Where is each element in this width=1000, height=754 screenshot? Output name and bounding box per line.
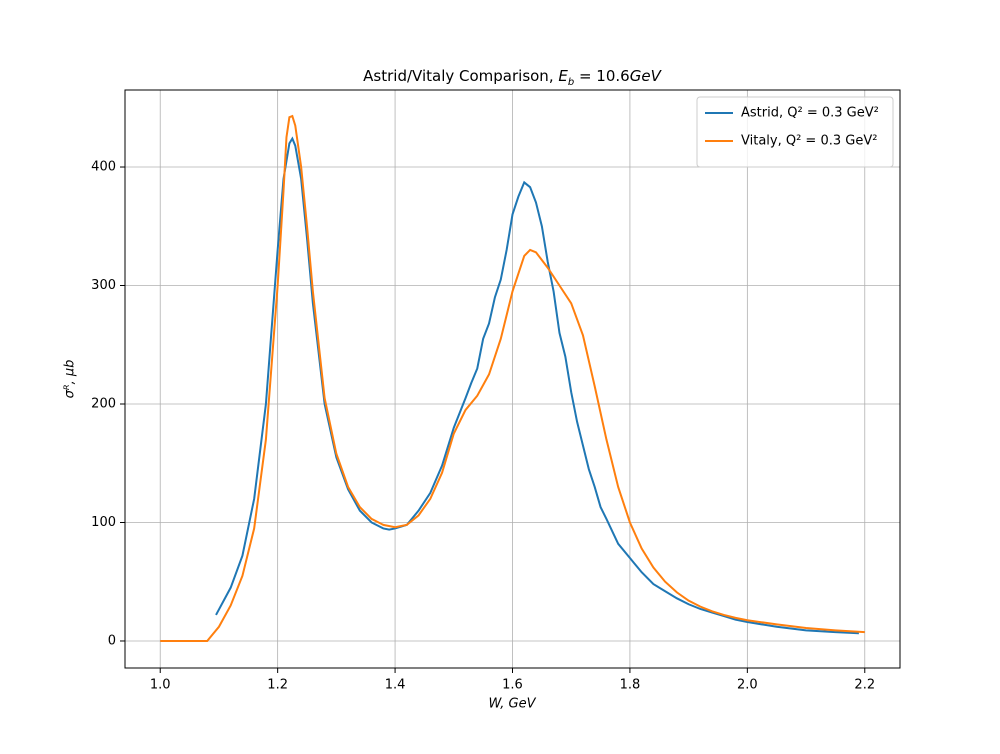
axes-frame <box>124 89 901 669</box>
x-tick-label: 2.0 <box>737 678 758 693</box>
y-tick-label: 100 <box>91 515 116 530</box>
data-line <box>160 114 865 642</box>
data-line <box>215 136 859 635</box>
x-tick-label: 1.2 <box>267 678 288 693</box>
x-tick-label: 1.8 <box>620 678 641 693</box>
x-tick-label: 1.0 <box>150 678 171 693</box>
x-tick-label: 1.6 <box>502 678 523 693</box>
chart-title: Astrid/Vitaly Comparison, Eb = 10.6GeV <box>363 67 662 88</box>
y-tick-label: 0 <box>108 633 116 648</box>
x-tick-label: 1.4 <box>385 678 406 693</box>
y-axis-label: σᴿ, μb <box>63 360 78 399</box>
y-tick-label: 400 <box>91 160 116 175</box>
x-axis-label: W, GeV <box>488 697 536 712</box>
title-part: GeV <box>630 67 663 85</box>
x-tick-label: 2.2 <box>854 678 875 693</box>
y-tick-label: 200 <box>91 397 116 412</box>
y-tick-label: 300 <box>91 278 116 293</box>
title-part: E <box>558 67 568 85</box>
title-part: b <box>568 77 574 88</box>
legend-label: Vitaly, Q² = 0.3 GeV² <box>741 134 877 149</box>
legend-label: Astrid, Q² = 0.3 GeV² <box>741 106 879 121</box>
title-part: = 10.6 <box>574 67 630 85</box>
title-part: Astrid/Vitaly Comparison, <box>363 67 558 85</box>
legend-box <box>696 96 894 168</box>
